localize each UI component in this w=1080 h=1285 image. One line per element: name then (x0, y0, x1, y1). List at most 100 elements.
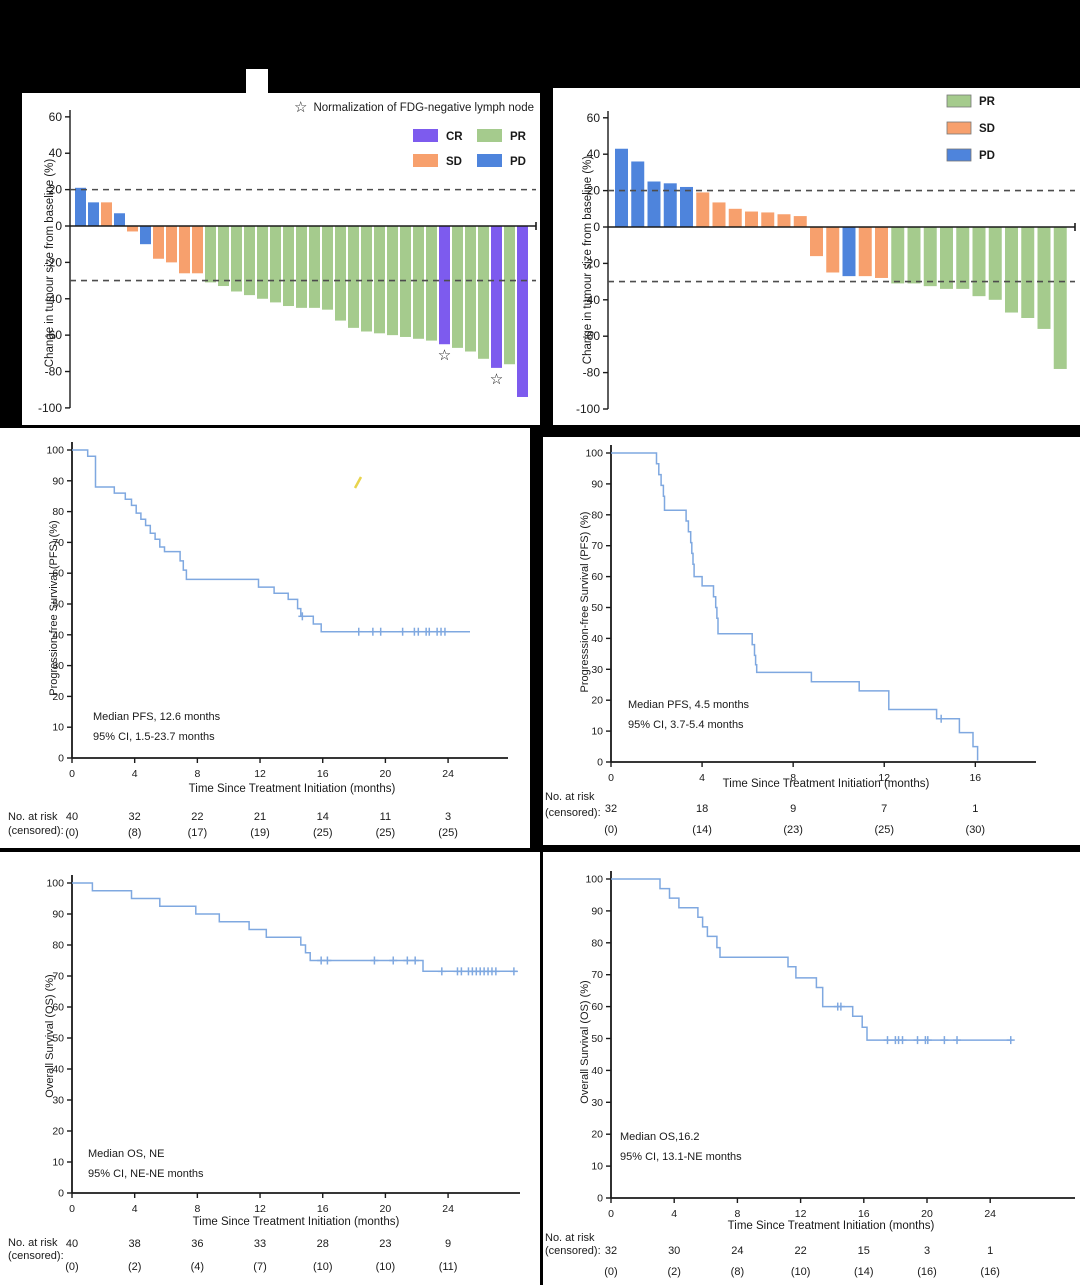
bar-pd (663, 183, 677, 227)
median-annotation: Median OS, NE (88, 1148, 165, 1160)
y-tick-label: 50 (52, 1033, 64, 1045)
y-tick-label: -100 (38, 401, 62, 415)
bar-sd (127, 226, 138, 232)
bar-pr (257, 226, 268, 299)
legend-note: ☆ Normalization of FDG-negative lymph no… (294, 100, 534, 115)
legend-label: SD (446, 156, 462, 168)
risk-count: 11 (379, 811, 392, 823)
bar-pr (374, 226, 385, 334)
risk-censored: (0) (604, 1266, 618, 1278)
bar-sd (858, 227, 872, 277)
bar-pr (296, 226, 307, 308)
y-tick-label: 30 (52, 660, 64, 672)
bar-pr (400, 226, 411, 337)
panel-pfs-left: 0 10 20 30 40 50 60 70 80 90 100 0 4 8 12 16 20 24 Progre… (0, 428, 530, 848)
y-tick-label: -40 (583, 293, 601, 307)
x-tick-label: 4 (671, 1208, 677, 1220)
bar-pr (988, 227, 1002, 300)
bar-sd (179, 226, 190, 274)
y-tick-label: 0 (597, 1193, 603, 1205)
y-tick-label: 10 (591, 1161, 603, 1173)
y-axis-label: Progresssion-free Survival (PFS) (%) (579, 511, 591, 693)
bar-pd (114, 213, 125, 226)
risk-censored: (14) (854, 1266, 874, 1278)
risk-count: 22 (794, 1245, 807, 1257)
bar-pr (478, 226, 489, 359)
risk-count: 21 (253, 811, 267, 823)
risk-censored: (0) (65, 1261, 79, 1273)
x-tick-label: 4 (699, 772, 705, 784)
risk-count: 3 (923, 1245, 931, 1257)
y-tick-label: 80 (52, 506, 64, 518)
bar-pr (1037, 227, 1051, 329)
risk-count: 40 (65, 1238, 79, 1250)
y-tick-label: 0 (593, 220, 600, 234)
ci-annotation: 95% CI, 3.7-5.4 months (628, 719, 744, 731)
risk-censored: (10) (790, 1266, 811, 1278)
legend-label: CR (446, 131, 463, 143)
risk-count: 32 (604, 1245, 618, 1257)
x-tick-label: 12 (795, 1208, 807, 1220)
x-tick-label: 20 (921, 1208, 933, 1220)
bar-sd (777, 214, 791, 227)
legend-label: PD (979, 150, 995, 162)
median-annotation: Median OS,16.2 (620, 1131, 700, 1143)
risk-censored: (2) (127, 1261, 142, 1273)
risk-censored: (2) (667, 1266, 681, 1278)
x-tick-label: 0 (608, 1208, 614, 1220)
risk-count: 18 (695, 803, 709, 815)
waterfall-right-chart: 60 40 20 0 -20 -40 -60 -80 -100 PR SD PD (576, 94, 1076, 416)
bar-pr (283, 226, 294, 307)
bar-sd (761, 212, 775, 227)
bar-sd (696, 192, 710, 227)
risk-count: 15 (857, 1245, 870, 1257)
y-tick-label: -60 (583, 329, 601, 343)
risk-table-censored-label: (censored): (8, 1250, 64, 1262)
bar-pr (940, 227, 953, 289)
bar-sd (153, 226, 164, 259)
risk-table-censored-label: (censored): (545, 1245, 601, 1257)
y-tick-label: 0 (597, 757, 603, 769)
risk-censored: (8) (127, 827, 142, 839)
median-annotation: Median PFS, 4.5 months (628, 699, 750, 711)
legend-note-text: Normalization of FDG-negative lymph node (313, 101, 534, 114)
bar-sd (166, 226, 177, 263)
risk-count: 28 (316, 1238, 329, 1250)
y-tick-label: 0 (58, 753, 64, 765)
bar-sd (101, 202, 112, 226)
km-curve (72, 882, 517, 973)
bar-pr (923, 227, 937, 287)
bar-sd (728, 208, 742, 227)
bar-pr (244, 226, 255, 296)
ci-annotation: 95% CI, NE-NE months (88, 1168, 204, 1180)
y-tick-label: 10 (52, 1157, 64, 1169)
y-tick-label: 20 (52, 1126, 64, 1138)
bar-pr (1005, 227, 1018, 313)
legend-swatch-pr (946, 94, 972, 108)
risk-censored: (16) (917, 1266, 937, 1278)
bar-pr (270, 226, 281, 303)
x-tick-label: 8 (194, 768, 200, 780)
os-left-chart: 0 10 20 30 40 50 60 70 80 90 100 0 4 8 12 16 20 24 (46, 875, 520, 1215)
y-tick-label: 100 (585, 448, 603, 460)
y-tick-label: 40 (587, 147, 601, 161)
ci-annotation: 95% CI, 1.5-23.7 months (93, 731, 215, 743)
y-axis-label: Change in tumour size from baseline (%) (44, 158, 56, 368)
x-tick-label: 0 (69, 768, 75, 780)
legend-swatch-pr (477, 129, 502, 142)
legend-label: PR (510, 131, 527, 143)
risk-table-censored-label: (censored): (8, 825, 64, 837)
y-tick-label: 70 (52, 971, 64, 983)
legend-swatch-sd (413, 154, 438, 167)
bar-pr (348, 226, 359, 328)
y-tick-label: -80 (583, 366, 601, 380)
bar-pd (615, 148, 628, 227)
bar-cr (517, 226, 528, 397)
risk-censored: (30) (965, 824, 986, 836)
risk-censored: (25) (438, 827, 458, 839)
y-tick-label: 20 (52, 691, 64, 703)
y-tick-label: -100 (576, 402, 600, 416)
y-tick-label: 60 (49, 110, 63, 124)
x-tick-label: 12 (254, 1203, 266, 1215)
y-tick-label: 90 (591, 905, 603, 917)
